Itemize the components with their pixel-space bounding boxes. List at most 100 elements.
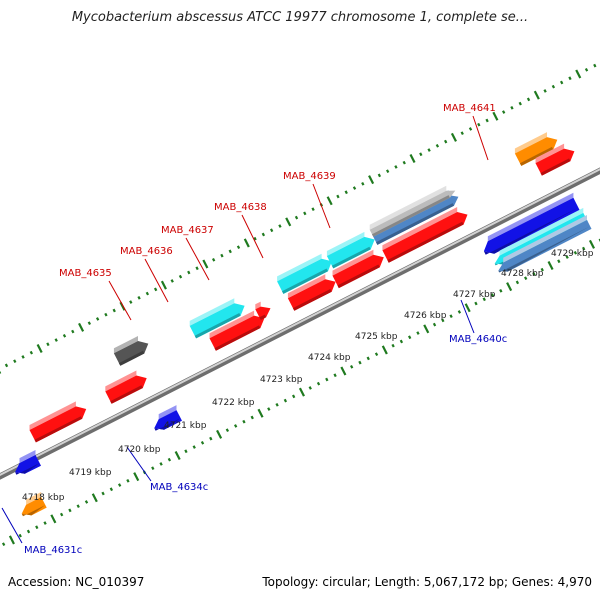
minor-tick — [344, 190, 348, 195]
gene-feature[interactable] — [277, 253, 332, 294]
minor-tick — [416, 331, 420, 335]
gene-feature[interactable] — [21, 492, 47, 517]
gene-feature[interactable] — [15, 450, 41, 475]
gene-feature-top-face — [382, 207, 458, 251]
gene-feature-shadow-face — [292, 289, 332, 311]
gene-feature[interactable] — [535, 143, 575, 176]
gene-feature-top-face — [514, 132, 547, 154]
gene-feature-face — [483, 197, 580, 254]
gene-label[interactable]: MAB_4637 — [161, 225, 214, 236]
label-leader — [126, 446, 152, 482]
minor-tick — [510, 105, 514, 110]
gene-feature[interactable] — [382, 207, 468, 263]
gene-feature[interactable] — [154, 405, 182, 431]
gene-feature-shadow-face — [15, 463, 40, 475]
map-title: Mycobacterium abscessus ATCC 19977 chrom… — [71, 10, 529, 25]
gene-label[interactable]: MAB_4639 — [283, 171, 336, 182]
minor-tick — [253, 236, 257, 241]
kbp-label: 4728 kbp — [501, 269, 544, 279]
minor-tick — [311, 207, 315, 211]
gene-label[interactable]: MAB_4641 — [443, 103, 496, 114]
gene-feature-face — [332, 254, 384, 289]
gene-feature[interactable] — [29, 401, 87, 443]
major-tick — [50, 514, 57, 524]
minor-tick — [220, 253, 224, 258]
minor-tick — [278, 224, 282, 228]
major-tick — [340, 366, 347, 376]
gene-feature-shadow-face — [21, 505, 46, 517]
gene-features[interactable] — [15, 110, 600, 517]
minor-tick — [225, 428, 230, 432]
minor-tick — [474, 301, 478, 306]
minor-tick — [565, 255, 569, 259]
gene-feature-shadow-face — [110, 385, 143, 404]
gene-feature[interactable] — [287, 274, 336, 311]
minor-tick — [233, 424, 238, 428]
major-tick — [381, 345, 388, 355]
kbp-label: 4718 kbp — [22, 493, 65, 503]
major-tick — [202, 259, 209, 269]
gene-label[interactable]: MAB_4638 — [214, 202, 267, 213]
minor-tick — [432, 322, 437, 327]
gene-feature[interactable] — [326, 231, 375, 269]
gene-feature-face — [209, 315, 265, 351]
gene-feature-shadow-face — [154, 418, 181, 431]
minor-tick — [399, 339, 404, 344]
kbp-labels: 4718 kbp 4719 kbp 4720 kbp 4721 kbp 4722 kbp… — [22, 249, 594, 503]
major-tick — [8, 535, 15, 545]
label-leader — [185, 237, 210, 281]
gene-label[interactable]: MAB_4634c — [150, 482, 208, 493]
gene-feature[interactable] — [498, 215, 592, 273]
minor-tick — [145, 291, 150, 296]
minor-tick — [366, 356, 370, 361]
minor-tick — [419, 152, 423, 157]
gene-feature-shadow-face — [387, 221, 464, 263]
gene-feature[interactable] — [255, 301, 271, 320]
minor-tick — [275, 402, 279, 407]
gene-feature-top-face — [19, 450, 36, 464]
gene-feature[interactable] — [189, 298, 245, 339]
gene-feature-top-face — [255, 301, 261, 310]
gene-feature[interactable] — [113, 336, 149, 366]
minor-tick — [524, 276, 528, 280]
minor-tick — [192, 445, 196, 449]
minor-tick — [526, 97, 531, 102]
gene-feature-shadow-face — [118, 350, 145, 366]
gene-feature-face — [113, 341, 149, 366]
gene-feature[interactable] — [514, 132, 558, 166]
gene-labels[interactable]: MAB_4635 MAB_4636 MAB_4637 MAB_4638 MAB_4639… — [24, 103, 507, 556]
gene-feature-shadow-face — [376, 203, 454, 245]
minor-tick — [62, 333, 67, 338]
minor-tick — [209, 436, 213, 441]
gene-feature-top-face — [209, 310, 255, 339]
gene-label[interactable]: MAB_4640c — [449, 334, 507, 345]
minor-tick — [308, 386, 312, 390]
gene-feature-shadow-face — [540, 158, 571, 176]
minor-tick — [449, 314, 453, 318]
minor-tick — [1, 542, 6, 546]
gene-feature-face — [277, 258, 332, 294]
minor-tick — [394, 165, 398, 169]
gene-feature-top-face — [369, 185, 447, 230]
minor-tick — [518, 101, 522, 106]
minor-tick — [184, 449, 188, 454]
gene-feature[interactable] — [209, 310, 265, 351]
minor-tick — [18, 533, 22, 538]
gene-label[interactable]: MAB_4631c — [24, 545, 82, 556]
gene-feature[interactable] — [105, 370, 147, 404]
minor-tick — [46, 342, 50, 347]
minor-tick — [441, 318, 445, 323]
gene-feature[interactable] — [483, 192, 580, 255]
label-leader — [108, 280, 132, 321]
gene-label[interactable]: MAB_4636 — [120, 246, 173, 257]
gene-feature[interactable] — [332, 249, 384, 289]
major-tick — [575, 69, 582, 79]
minor-tick — [316, 381, 321, 386]
gene-label[interactable]: MAB_4635 — [59, 268, 112, 279]
gene-feature-top-face — [29, 401, 76, 430]
minor-tick — [557, 259, 561, 264]
minor-tick — [84, 500, 89, 504]
minor-tick — [195, 266, 199, 271]
gene-feature[interactable] — [369, 185, 456, 237]
